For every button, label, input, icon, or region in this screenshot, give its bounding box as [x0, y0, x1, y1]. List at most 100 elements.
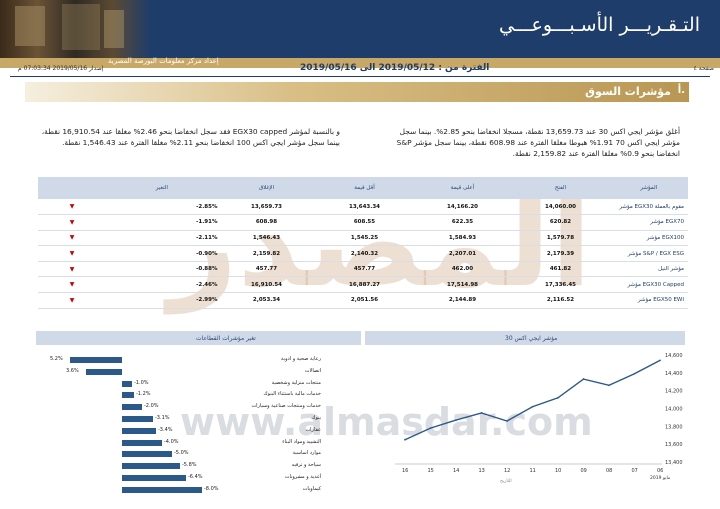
cell-high: 17,514.98 [413, 276, 512, 294]
egx30-data-point [659, 359, 661, 362]
y-tick-label: 13,800 [665, 424, 683, 430]
meta-line: صفحة ٤ الفترة من : 2019/05/12 الى 2019/0… [0, 63, 720, 77]
cell-high: 14,166.20 [413, 199, 512, 216]
table-row: ▼ -0.88% 457.77 457.77 462.00 461.82 مؤشر الني… [38, 261, 688, 278]
sector-bar [122, 463, 180, 470]
report-title: التـقـريـــر الأسـبـــوعـــي [498, 14, 700, 36]
col-open: الفتح [511, 177, 610, 199]
sector-bar [122, 404, 142, 411]
col-change: التغير [106, 177, 218, 199]
report-banner: التـقـريـــر الأسـبـــوعـــي [0, 0, 720, 58]
sector-bar-value: -3.4% [158, 426, 173, 433]
x-tick-label: 11 [530, 468, 536, 474]
subbar-text: إعداد مركز معلومات البورصة المصرية [108, 57, 219, 65]
cell-index-name: مؤشر EGX30 مقوم بالعملة [609, 199, 688, 216]
down-arrow-icon: ▼ [38, 230, 107, 247]
table-row: ▼ -2.99% 2,053.34 2,051.56 2,144.89 2,116.52 م… [38, 292, 688, 309]
indices-table: التغير الإغلاق أقل قيمة أعلى قيمة الفتح … [38, 177, 688, 309]
cell-change: -2.46% [106, 276, 218, 294]
sector-bar-value: -2.0% [144, 403, 159, 410]
sectors-chart-title: تغير مؤشرات القطاعات [196, 335, 256, 342]
y-tick-label: 14,600 [665, 353, 683, 359]
cell-index-name: مؤشر S&P / EGX ESG [609, 245, 688, 262]
table-row: ▼ -2.85% 13,659.73 13,643.34 14,166.20 14,060… [38, 199, 688, 216]
page-number: صفحة ٤ [693, 65, 714, 72]
cell-close: 457.77 [217, 261, 316, 278]
down-arrow-icon: ▼ [38, 214, 107, 231]
market-summary-paragraph: أغلق مؤشر ايجي اكس 30 عند 13,659.73 نقطة… [396, 127, 680, 158]
cell-low: 13,643.34 [315, 199, 414, 216]
cell-low: 2,051.56 [315, 292, 414, 309]
x-tick-label: 10 [555, 468, 561, 474]
sector-bar-value: -5.0% [174, 450, 189, 457]
sector-bar [122, 486, 202, 493]
y-tick-label: 14,000 [665, 407, 683, 413]
sectors-chart-header: تغير مؤشرات القطاعات [36, 331, 361, 345]
sector-bar [122, 451, 172, 458]
x-tick-label: 12 [504, 468, 510, 474]
egx30-data-point [506, 420, 508, 422]
x-tick-label: 14 [453, 468, 459, 474]
sector-bar-value: -5.8% [182, 462, 197, 469]
sector-bar-value: -1.2% [136, 391, 151, 398]
sector-label: خدمات ومنتجات صناعية وسيارات [251, 403, 321, 410]
issue-timestamp: إصدار 2019/05/16 07:03:34 م [18, 65, 104, 72]
col-arrow [38, 177, 107, 199]
egx30-data-point [480, 412, 483, 414]
cell-index-name: مؤشر EGX100 [609, 230, 688, 247]
sector-label: موارد اساسية [292, 450, 321, 457]
col-low: أقل قيمة [315, 177, 414, 199]
cell-high: 622.35 [413, 214, 512, 231]
sector-bar [122, 416, 153, 422]
y-tick-label: 13,400 [665, 460, 683, 466]
table-row: ▼ -2.11% 1,546.43 1,545.25 1,584.93 1,579.78 م… [38, 230, 688, 247]
sector-bar-value: -8.0% [204, 485, 219, 492]
x-axis-label: التاريخ [500, 479, 512, 484]
table-row: ▼ -1.91% 608.98 608.55 622.35 620.82 مؤشر EGX7… [38, 214, 688, 231]
sector-bar [122, 439, 162, 446]
report-period: الفترة من : 2019/05/12 الى 2019/05/16 [300, 63, 490, 73]
down-arrow-icon: ▼ [38, 292, 107, 309]
sector-bar-value: -6.4% [188, 474, 203, 480]
egx30-data-point [608, 384, 610, 387]
cell-change: -1.91% [106, 214, 218, 231]
sector-bar [122, 392, 134, 399]
sectors-bar-chart: 5.2% رعاية صحية و ادوية 3.6% اتصالات -1.0% من… [36, 350, 361, 500]
cell-high: 2,207.01 [413, 245, 512, 262]
header-subbar: إعداد مركز معلومات البورصة المصرية [0, 57, 720, 68]
cell-low: 1,545.25 [315, 230, 414, 247]
cell-close: 2,053.34 [217, 292, 316, 309]
x-tick-label: 15 [428, 468, 434, 474]
col-index: المؤشر [609, 177, 688, 199]
col-close: الإغلاق [217, 177, 316, 199]
sector-label: سياحة و ترفيه [291, 462, 321, 469]
egx30-data-point [531, 405, 534, 408]
egx30-data-point [557, 396, 559, 399]
x-tick-label: 08 [606, 468, 612, 474]
sector-bar [122, 380, 132, 387]
divider [10, 76, 710, 77]
sector-bar [122, 427, 156, 434]
col-high: أعلى قيمة [413, 177, 512, 199]
down-arrow-icon: ▼ [38, 276, 107, 294]
cell-close: 13,659.73 [217, 199, 316, 216]
x-tick-label: 07 [632, 468, 638, 474]
indices-summary-paragraph: و بالنسبة لمؤشر EGX30 capped فقد سجل انخ… [41, 127, 340, 147]
sector-bar-value: 5.2% [50, 356, 63, 362]
egx30-data-point [455, 419, 457, 421]
cell-open: 2,116.52 [511, 292, 610, 309]
cell-open: 17,336.45 [511, 276, 610, 294]
sector-label: كيماويات [302, 485, 321, 492]
egx30-data-point [633, 372, 636, 375]
cell-close: 2,159.82 [217, 245, 316, 262]
cell-change: -2.85% [106, 199, 218, 216]
y-tick-label: 14,400 [665, 371, 683, 377]
cell-close: 608.98 [217, 214, 316, 231]
down-arrow-icon: ▼ [38, 199, 107, 216]
banner-photo [0, 0, 150, 58]
sector-label: أغذية و مشروبات [284, 474, 321, 480]
cell-change: -2.11% [106, 230, 218, 247]
sector-bar-value: -1.0% [134, 379, 149, 386]
egx30-data-point [404, 438, 406, 441]
sector-label: اتصالات [304, 367, 321, 374]
